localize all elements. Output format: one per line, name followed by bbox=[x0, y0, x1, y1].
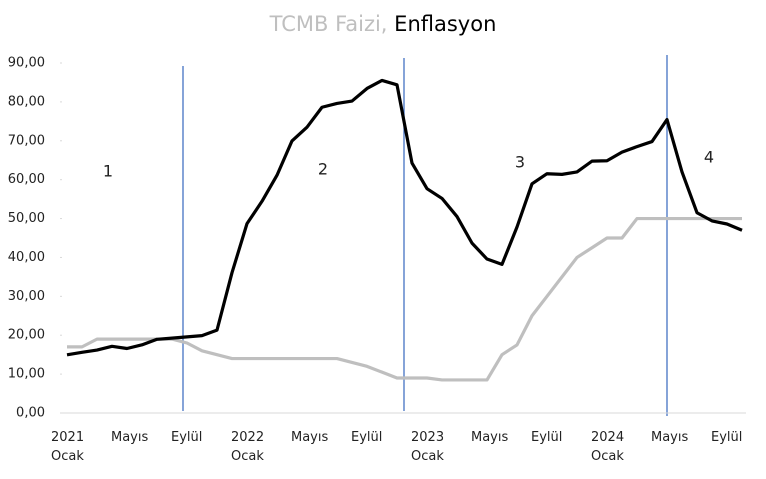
y-tick-label: 70,00 bbox=[8, 133, 45, 148]
period-label: 2 bbox=[318, 160, 328, 179]
x-tick-label: 2022 Ocak bbox=[231, 430, 265, 464]
period-label: 4 bbox=[704, 148, 714, 167]
x-tick-label: Eylül bbox=[171, 430, 203, 445]
x-tick-label: Eylül bbox=[351, 430, 383, 445]
y-tick-label: 30,00 bbox=[8, 289, 45, 304]
x-tick-label: Eylül bbox=[711, 430, 743, 445]
title-part: Enflasyon bbox=[394, 12, 497, 36]
y-tick-label: 50,00 bbox=[8, 211, 45, 226]
y-tick-label: 10,00 bbox=[8, 367, 45, 382]
x-tick-label: 2024 Ocak bbox=[591, 430, 625, 464]
period-label: 1 bbox=[103, 162, 113, 181]
x-tick-label: Mayıs bbox=[291, 430, 329, 445]
x-tick-label: Mayıs bbox=[651, 430, 689, 445]
chart-title: TCMB Faizi, Enflasyon bbox=[0, 12, 766, 36]
y-tick-label: 20,00 bbox=[8, 328, 45, 343]
y-tick-label: 40,00 bbox=[8, 250, 45, 265]
y-tick-label: 80,00 bbox=[8, 94, 45, 109]
y-tick-label: 60,00 bbox=[8, 172, 45, 187]
title-part: TCMB Faizi, bbox=[269, 12, 388, 36]
x-tick-label: Mayıs bbox=[111, 430, 149, 445]
x-tick-label: 2023 Ocak bbox=[411, 430, 445, 464]
x-tick-label: Mayıs bbox=[471, 430, 509, 445]
series-line bbox=[66, 78, 743, 357]
x-tick-label: 2021 Ocak bbox=[51, 430, 85, 464]
x-tick-label: Eylül bbox=[531, 430, 563, 445]
series-line bbox=[67, 216, 742, 382]
y-tick-label: 90,00 bbox=[8, 56, 45, 71]
period-label: 3 bbox=[515, 153, 525, 172]
y-tick-label: 0,00 bbox=[16, 406, 45, 421]
